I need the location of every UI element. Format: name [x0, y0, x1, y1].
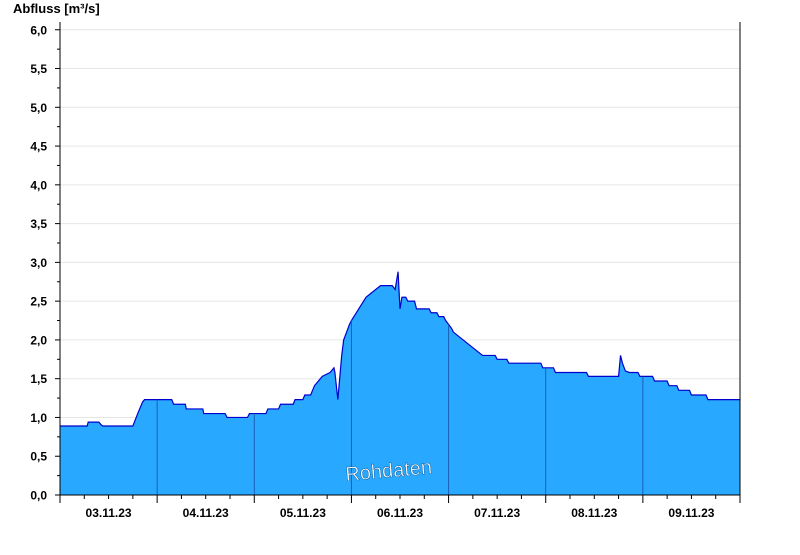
y-tick-label-8: 4,0	[30, 178, 47, 192]
y-tick-label-10: 5,0	[30, 101, 47, 115]
series-line	[60, 271, 740, 427]
y-axis-label: Abfluss [m³/s]	[13, 1, 100, 16]
x-tick-label-6: 09.11.23	[668, 506, 714, 520]
y-tick-label-0: 0,0	[30, 489, 47, 503]
axes	[55, 22, 741, 503]
y-tick-labels: 0,0 0,5 1,0 1,5 2,0 2,5 3,0 3,5 4,0 4,5 5,0 5,5 6,0	[30, 23, 47, 502]
y-tick-label-1: 0,5	[30, 450, 47, 464]
y-tick-label-7: 3,5	[30, 217, 47, 231]
x-tick-label-5: 08.11.23	[571, 506, 617, 520]
day-dividers	[156, 320, 644, 495]
x-tick-label-4: 07.11.23	[474, 506, 520, 520]
y-tick-label-3: 1,5	[30, 372, 47, 386]
y-tick-label-6: 3,0	[30, 256, 47, 270]
y-tick-label-12: 6,0	[30, 23, 47, 37]
y-tick-label-5: 2,5	[30, 295, 47, 309]
y-tick-label-9: 4,5	[30, 140, 47, 154]
series-area	[60, 271, 740, 495]
x-tick-label-3: 06.11.23	[377, 506, 423, 520]
y-tick-label-2: 1,0	[30, 411, 47, 425]
x-tick-label-0: 03.11.23	[86, 506, 132, 520]
x-tick-labels: 03.11.23 04.11.23 05.11.23 06.11.23 07.11.23…	[86, 506, 715, 520]
x-tick-label-2: 05.11.23	[280, 506, 326, 520]
x-tick-label-1: 04.11.23	[183, 506, 229, 520]
series-area-fill	[60, 271, 740, 495]
y-tick-label-11: 5,5	[30, 62, 47, 76]
y-tick-label-4: 2,0	[30, 333, 47, 347]
